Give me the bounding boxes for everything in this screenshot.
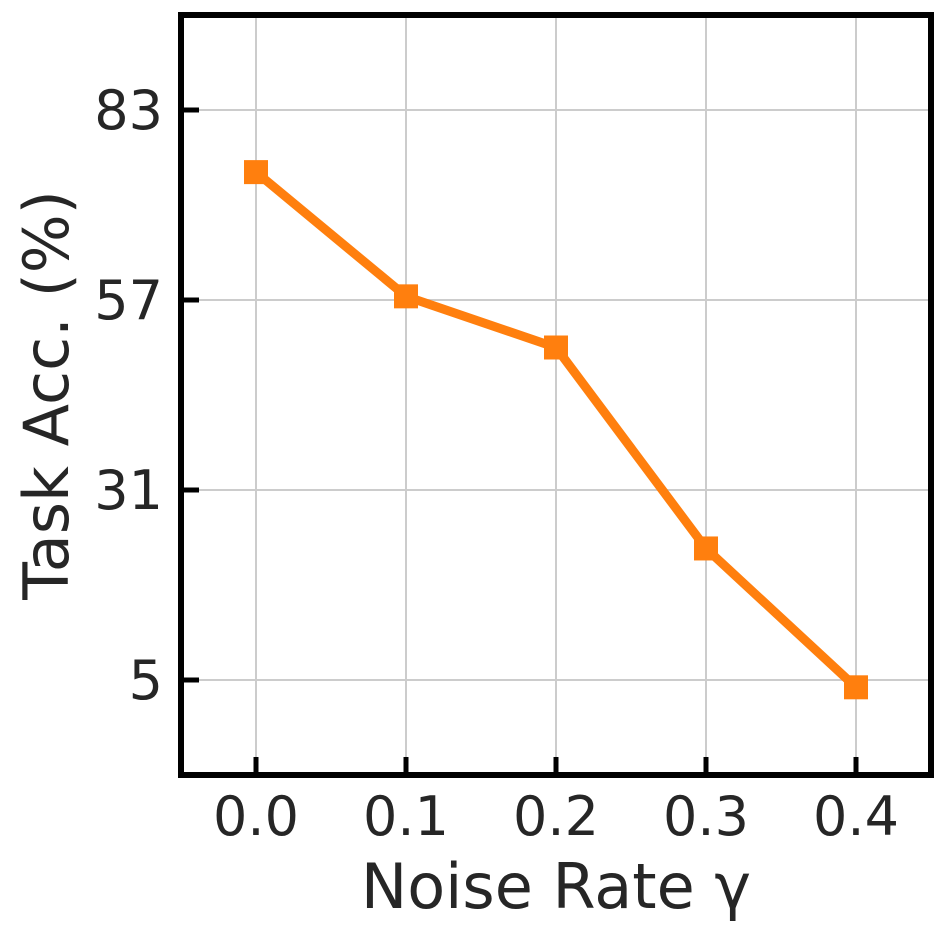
y-axis-label: Task Acc. (%) (10, 190, 83, 601)
x-tick-label: 0.2 (513, 785, 599, 848)
data-point-marker (244, 160, 268, 185)
data-point-marker (694, 536, 718, 561)
x-tick-label: 0.1 (363, 785, 449, 848)
data-point-marker (844, 675, 868, 700)
grid-layer (181, 15, 931, 775)
x-tick-label: 0.4 (813, 785, 899, 848)
x-tick-label: 0.3 (663, 785, 749, 848)
data-point-marker (544, 335, 568, 360)
y-tick-label: 57 (94, 269, 163, 332)
y-tick-label: 5 (129, 649, 163, 712)
x-tick-label: 0.0 (213, 785, 299, 848)
series-layer (244, 160, 868, 700)
y-tick-label: 83 (94, 79, 163, 142)
tick-layer: 0.0 0.1 0.2 0.3 0.4 5 31 57 83 (94, 79, 899, 848)
y-tick-label: 31 (94, 459, 163, 522)
data-point-marker (394, 284, 418, 309)
x-axis-label: Noise Rate γ (361, 850, 751, 923)
